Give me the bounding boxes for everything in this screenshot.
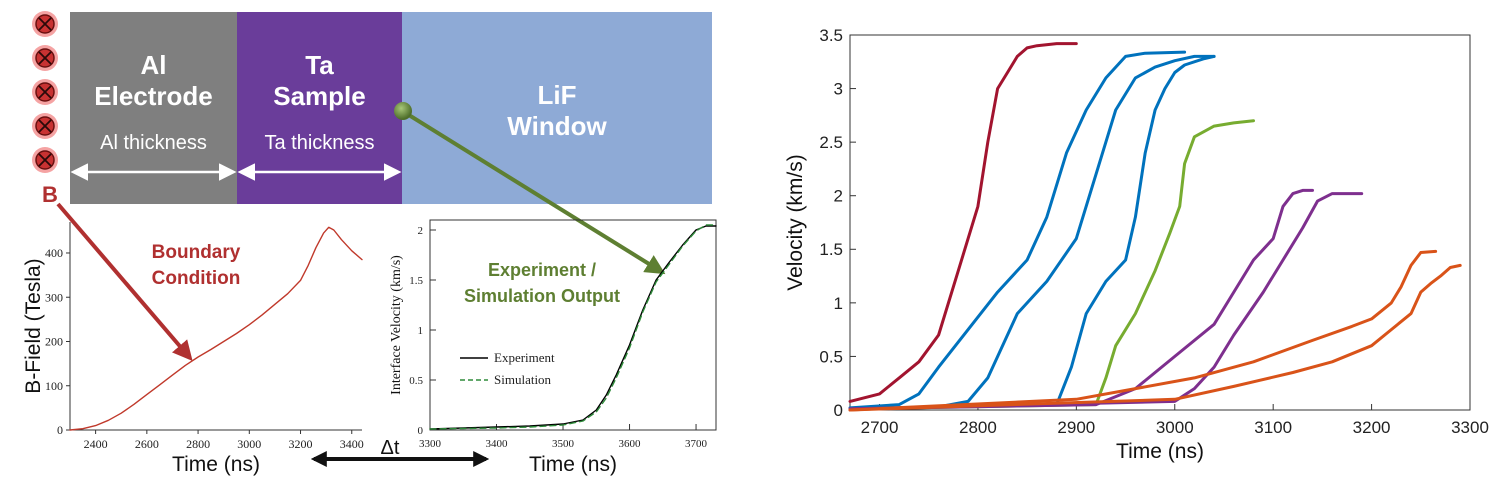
velocity-chart: 2700 2800 2900 3000 3100 3200 3300 0 0.5 1 1.5 2 2.5… <box>784 26 1489 463</box>
interface-y-tick-label: 1.5 <box>409 275 423 287</box>
velocity-x-tick-label: 3200 <box>1353 418 1391 437</box>
bfield-x-tick-label: 2800 <box>186 437 210 451</box>
velocity-y-tick-label: 1.5 <box>819 240 843 259</box>
interface-y-axis-label: Interface Velocity (km/s) <box>389 255 404 395</box>
velocity-x-tick-label: 2900 <box>1057 418 1095 437</box>
bfield-x-tick-label: 3400 <box>340 437 364 451</box>
interface-plot-frame <box>429 219 717 431</box>
ta-layer-name: Ta <box>305 50 334 80</box>
lif-window-layer: LiF Window <box>402 12 712 204</box>
velocity-x-tick-label: 2800 <box>959 418 997 437</box>
velocity-x-tick-label: 3000 <box>1156 418 1194 437</box>
field-into-page-icon <box>32 147 58 173</box>
velocity-series-s3-line <box>848 54 1216 411</box>
magnetic-field-symbols <box>32 11 58 173</box>
velocity-plot-frame <box>849 34 1471 411</box>
velocity-y-tick-label: 2 <box>834 187 843 206</box>
velocity-series-s9-line <box>848 263 1462 412</box>
velocity-series-s8-line <box>848 249 1438 412</box>
field-into-page-icon <box>32 11 58 37</box>
bfield-chart: 2400 2600 2800 3000 3200 3400 0 100 200 300 400 Tim… <box>22 222 364 476</box>
velocity-series-s5-line <box>848 119 1255 411</box>
interface-y-tick-label: 1 <box>418 325 424 337</box>
bfield-y-tick-label: 300 <box>45 290 63 304</box>
interface-x-tick-label: 3500 <box>552 438 575 450</box>
interface-x-tick-label: 3400 <box>486 438 509 450</box>
bfield-x-tick-label: 2400 <box>84 437 108 451</box>
velocity-x-tick-label: 2700 <box>861 418 899 437</box>
al-thickness-label: Al thickness <box>100 132 207 154</box>
interface-y-tick-label: 0 <box>418 425 424 437</box>
bfield-y-tick-label: 100 <box>45 379 63 393</box>
velocity-x-tick-label: 3100 <box>1254 418 1292 437</box>
interface-y-tick-label: 2 <box>418 225 424 237</box>
interface-x-axis-label: Time (ns) <box>529 453 617 476</box>
interface-x-tick-label: 3700 <box>685 438 708 450</box>
interface-series-experiment-line <box>429 225 717 430</box>
field-into-page-icon <box>32 45 58 71</box>
lif-layer-name: LiF <box>537 80 577 110</box>
bfield-x-tick-label: 3000 <box>237 437 261 451</box>
bfield-y-axis-label: B-Field (Tesla) <box>22 258 45 393</box>
interface-x-tick-label: 3300 <box>419 438 442 450</box>
al-layer-sub: Electrode <box>94 81 213 111</box>
ta-sample-layer: Ta Sample Ta thickness <box>237 12 402 204</box>
interface-legend-label-experiment: Experiment <box>494 350 555 365</box>
velocity-y-tick-label: 3 <box>834 80 843 99</box>
velocity-y-tick-label: 3.5 <box>819 26 843 45</box>
al-electrode-layer: Al Electrode Al thickness <box>70 12 237 204</box>
bfield-y-tick-label: 200 <box>45 335 63 349</box>
interface-x-tick-label: 3600 <box>619 438 642 450</box>
bfield-x-tick-label: 3200 <box>289 437 313 451</box>
velocity-y-tick-label: 0.5 <box>819 347 843 366</box>
field-into-page-icon <box>32 113 58 139</box>
bfield-x-axis-label: Time (ns) <box>172 453 260 476</box>
bfield-x-tick-label: 2600 <box>135 437 159 451</box>
velocity-y-tick-label: 0 <box>834 401 843 420</box>
velocity-series-s1-line <box>848 42 1078 403</box>
velocity-x-tick-label: 3300 <box>1451 418 1489 437</box>
bfield-y-tick-label: 400 <box>45 246 63 260</box>
field-into-page-icon <box>32 79 58 105</box>
ta-layer-sub: Sample <box>273 81 366 111</box>
bfield-series-b-field-line <box>69 226 363 431</box>
interface-velocity-chart: 3300 3400 3500 3600 3700 0 0.5 1 1.5 2 Time (ns) In… <box>389 219 717 476</box>
velocity-y-tick-label: 2.5 <box>819 133 843 152</box>
field-label: B <box>42 182 58 207</box>
ta-thickness-label: Ta thickness <box>264 132 375 154</box>
velocity-x-axis-label: Time (ns) <box>1116 440 1204 463</box>
velocity-y-tick-label: 1 <box>834 294 843 313</box>
interface-y-tick-label: 0.5 <box>409 375 423 387</box>
bfield-y-tick-label: 0 <box>57 423 63 437</box>
al-layer-name: Al <box>140 50 167 80</box>
interface-series-simulation-line <box>429 224 717 430</box>
velocity-y-axis-label: Velocity (km/s) <box>784 154 807 291</box>
velocity-series-s7-line <box>848 192 1364 411</box>
velocity-series-s2-line <box>848 50 1187 410</box>
lif-layer-sub: Window <box>507 111 607 141</box>
interface-legend-label-simulation: Simulation <box>494 372 552 387</box>
velocity-series-s4-line <box>848 54 1216 411</box>
